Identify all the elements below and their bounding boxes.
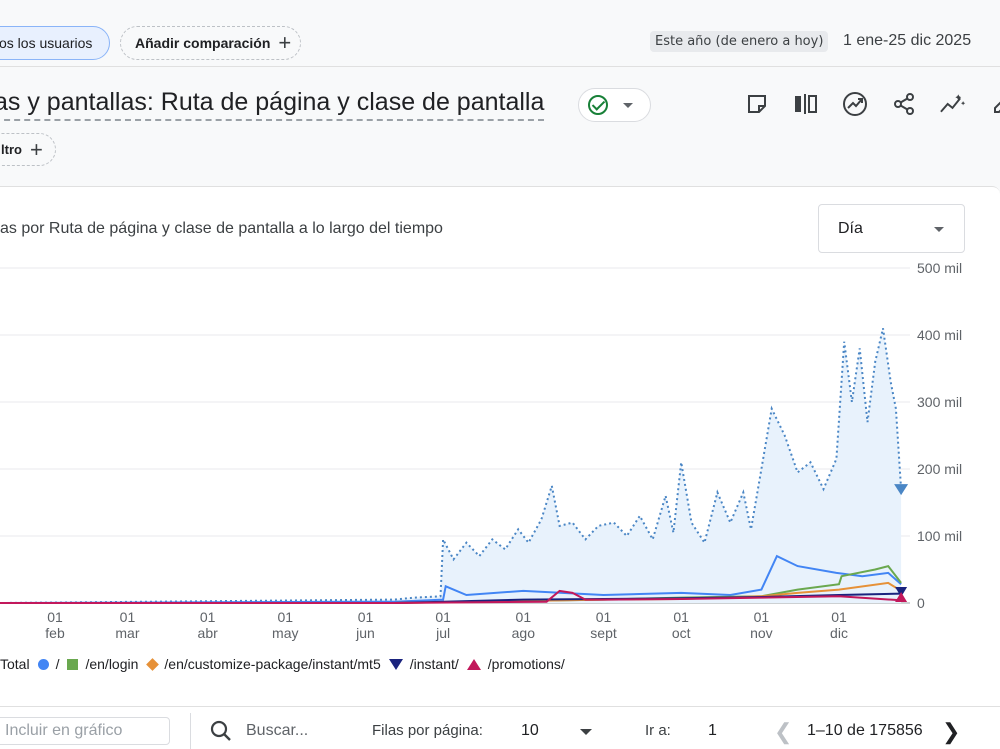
x-tick-label: jun bbox=[355, 625, 375, 641]
x-tick-label: dic bbox=[830, 625, 848, 641]
x-tick-label: nov bbox=[750, 625, 773, 641]
trend-icon[interactable] bbox=[939, 90, 966, 117]
filter-label: ltro bbox=[1, 142, 22, 157]
note-icon[interactable] bbox=[743, 90, 770, 117]
chevron-down-icon bbox=[934, 227, 944, 232]
x-tick-label: 01 bbox=[596, 609, 612, 625]
legend-item-login[interactable]: /en/login bbox=[67, 656, 138, 672]
goto-page-input[interactable]: 1 bbox=[708, 722, 717, 739]
legend-item-root[interactable]: / bbox=[37, 656, 60, 672]
status-dropdown[interactable] bbox=[578, 88, 651, 122]
date-range[interactable]: 1 ene-25 dic 2025 bbox=[843, 32, 972, 49]
report-toolbar bbox=[743, 90, 1000, 117]
legend-label: /instant/ bbox=[409, 656, 459, 672]
x-tick-label: abr bbox=[198, 625, 219, 641]
series-line-promotions bbox=[0, 589, 902, 604]
x-tick-label: ago bbox=[512, 625, 536, 641]
include-in-chart-input[interactable]: Incluir en gráfico bbox=[0, 717, 170, 745]
goto-label: Ir a: bbox=[645, 722, 671, 739]
pagination-range: 1–10 de 175856 bbox=[807, 722, 923, 739]
add-filter-button[interactable]: ltro + bbox=[0, 133, 56, 166]
x-tick-label: 01 bbox=[435, 609, 451, 625]
x-tick-label: oct bbox=[672, 625, 691, 641]
x-tick-label: 01 bbox=[516, 609, 532, 625]
rows-per-page-label: Filas por página: bbox=[372, 722, 483, 739]
date-preset-badge[interactable]: Este año (de enero a hoy) bbox=[650, 31, 829, 52]
table-controls: Incluir en gráfico Buscar... Filas por p… bbox=[0, 706, 1000, 749]
diamond-marker-icon bbox=[146, 657, 160, 671]
compare-icon[interactable] bbox=[792, 90, 819, 117]
rows-per-page-select[interactable]: 10 bbox=[521, 722, 539, 739]
x-tick-label: 01 bbox=[754, 609, 770, 625]
add-comparison-label: Añadir comparación bbox=[135, 35, 271, 51]
chevron-down-icon bbox=[623, 102, 633, 108]
triangle-down-marker-icon bbox=[388, 658, 403, 670]
circle-marker-icon bbox=[37, 658, 49, 670]
square-marker-icon bbox=[67, 658, 79, 670]
x-tick-label: 01 bbox=[200, 609, 216, 625]
x-tick-label: mar bbox=[115, 625, 139, 641]
x-tick-label: feb bbox=[45, 625, 65, 641]
y-tick-label: 200 mil bbox=[917, 461, 962, 477]
triangle-up-marker-icon bbox=[466, 658, 481, 670]
x-tick-label: jul bbox=[435, 625, 450, 641]
x-tick-label: may bbox=[272, 625, 298, 641]
plus-icon: + bbox=[278, 30, 292, 55]
y-tick-label: 300 mil bbox=[917, 394, 962, 410]
chevron-left-icon[interactable]: ❮ bbox=[774, 719, 793, 744]
legend-item-instant[interactable]: /instant/ bbox=[388, 656, 459, 672]
y-tick-label: 100 mil bbox=[917, 528, 962, 544]
x-tick-label: 01 bbox=[277, 609, 293, 625]
y-tick-label: 0 bbox=[917, 595, 925, 611]
legend-item-total[interactable]: Total bbox=[0, 656, 30, 672]
legend-item-promotions[interactable]: /promotions/ bbox=[466, 656, 565, 672]
granularity-value: Día bbox=[838, 219, 863, 237]
x-tick-label: 01 bbox=[831, 609, 847, 625]
legend-label: /en/customize-package/instant/mt5 bbox=[164, 656, 381, 672]
top-filter-bar: os los usuarios Añadir comparación + Est… bbox=[0, 0, 1000, 67]
y-tick-label: 500 mil bbox=[917, 260, 962, 276]
legend-label: Total bbox=[0, 656, 30, 672]
legend-label: /en/login bbox=[85, 656, 139, 672]
legend-label: /promotions/ bbox=[487, 656, 565, 672]
x-tick-label: sept bbox=[590, 625, 617, 641]
chart-title: as por Ruta de página y clase de pantall… bbox=[0, 220, 443, 237]
insights-icon[interactable] bbox=[841, 90, 868, 117]
chevron-right-icon[interactable]: ❯ bbox=[942, 719, 961, 744]
check-circle-icon bbox=[588, 95, 608, 115]
x-tick-label: 01 bbox=[120, 609, 136, 625]
series-line-total bbox=[0, 328, 903, 604]
search-icon[interactable] bbox=[209, 719, 233, 748]
x-tick-label: 01 bbox=[47, 609, 63, 625]
report-header: as y pantallas: Ruta de página y clase d… bbox=[0, 68, 1000, 186]
search-input[interactable]: Buscar... bbox=[246, 722, 309, 739]
share-icon[interactable] bbox=[890, 90, 917, 117]
chart-card: as por Ruta de página y clase de pantall… bbox=[0, 186, 1000, 706]
divider bbox=[190, 713, 191, 749]
edit-icon[interactable] bbox=[988, 90, 1000, 117]
series-end-marker bbox=[894, 484, 909, 496]
granularity-select[interactable]: Día bbox=[818, 204, 965, 253]
legend-item-mt5[interactable]: /en/customize-package/instant/mt5 bbox=[146, 656, 381, 672]
page-title[interactable]: as y pantallas: Ruta de página y clase d… bbox=[0, 88, 545, 121]
x-tick-label: 01 bbox=[673, 609, 689, 625]
chevron-down-icon[interactable] bbox=[580, 729, 592, 735]
segment-chip[interactable]: os los usuarios bbox=[0, 26, 110, 60]
add-comparison-button[interactable]: Añadir comparación + bbox=[120, 26, 301, 60]
promotions-end-marker bbox=[895, 592, 908, 602]
legend-label: / bbox=[55, 656, 60, 672]
plus-icon: + bbox=[29, 136, 43, 162]
series-area-total bbox=[0, 328, 902, 603]
segment-label: os los usuarios bbox=[0, 35, 93, 51]
y-tick-label: 400 mil bbox=[917, 327, 962, 343]
chart-legend: Total / /en/login /en/customize-package/… bbox=[0, 656, 573, 672]
x-tick-label: 01 bbox=[358, 609, 374, 625]
